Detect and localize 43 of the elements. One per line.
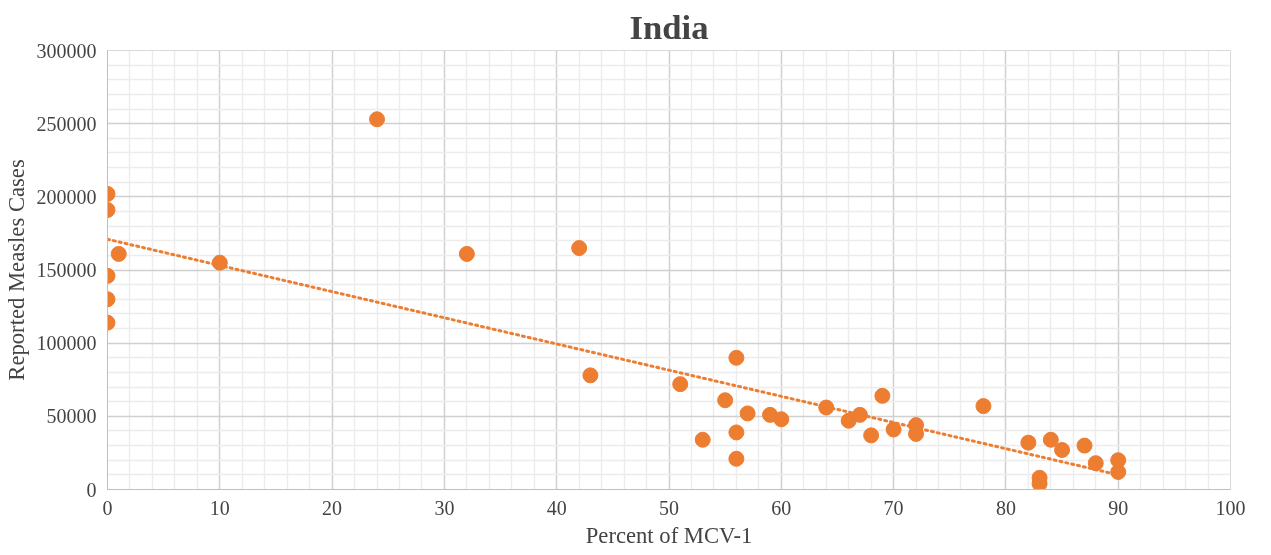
x-tick-label: 10 bbox=[209, 496, 230, 519]
point bbox=[1042, 431, 1059, 448]
point bbox=[369, 111, 386, 128]
x-tick-label: 70 bbox=[883, 496, 904, 519]
y-tick-label: 300000 bbox=[36, 39, 97, 62]
x-tick-label: 0 bbox=[102, 496, 113, 519]
point bbox=[863, 427, 880, 444]
point bbox=[739, 405, 756, 422]
chart-title: India bbox=[629, 7, 709, 46]
point bbox=[571, 240, 588, 257]
x-tick-label: 50 bbox=[659, 496, 679, 519]
y-tick-label: 150000 bbox=[36, 259, 97, 281]
point bbox=[672, 376, 689, 393]
point bbox=[694, 431, 711, 448]
x-tick-label: 60 bbox=[771, 496, 792, 519]
y-tick-label: 250000 bbox=[36, 112, 97, 135]
x-tick-label: 100 bbox=[1215, 496, 1246, 519]
y-tick-label: 50000 bbox=[46, 405, 97, 428]
point bbox=[1076, 437, 1093, 454]
point bbox=[728, 424, 745, 441]
point bbox=[1020, 434, 1037, 451]
point bbox=[728, 349, 745, 366]
point bbox=[582, 367, 599, 384]
point bbox=[1087, 455, 1104, 472]
x-tick-label: 80 bbox=[995, 496, 1016, 519]
x-tick-label: 30 bbox=[434, 496, 455, 519]
point bbox=[1054, 442, 1071, 458]
y-tick-label: 100000 bbox=[36, 332, 97, 355]
point bbox=[874, 387, 891, 404]
point bbox=[458, 245, 475, 262]
y-tick-label: 200000 bbox=[36, 185, 97, 208]
y-axis-title: Reported Measles Cases bbox=[3, 159, 29, 381]
point bbox=[728, 450, 745, 467]
point bbox=[975, 398, 992, 415]
point bbox=[885, 421, 902, 438]
x-tick-label: 40 bbox=[546, 496, 567, 519]
x-tick-label: 90 bbox=[1108, 496, 1129, 519]
x-axis-title: Percent of MCV-1 bbox=[585, 522, 753, 548]
point bbox=[110, 245, 127, 262]
point bbox=[773, 411, 790, 428]
point bbox=[717, 392, 734, 409]
x-tick-label: 20 bbox=[322, 496, 343, 519]
y-tick-label: 0 bbox=[86, 478, 97, 501]
